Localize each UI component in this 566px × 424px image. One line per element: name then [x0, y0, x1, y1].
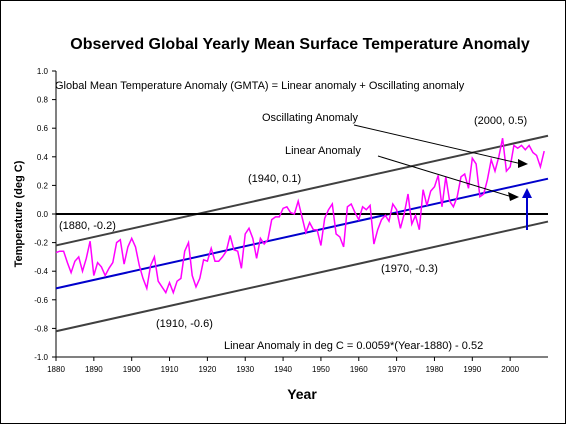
x-tick-label: 1980 [426, 365, 444, 374]
annotation-linear: Linear Anomaly [285, 145, 361, 157]
chart-title: Observed Global Yearly Mean Surface Temp… [70, 36, 530, 53]
x-axis-label: Year [287, 386, 317, 402]
x-tick-label: 1910 [161, 365, 179, 374]
arrowhead-linear [508, 192, 519, 201]
leader-linear [377, 155, 510, 197]
y-tick-label: 0.8 [37, 96, 49, 105]
lower-bound-line [55, 220, 549, 333]
upper-bound-line [55, 134, 549, 247]
arrowhead-oscillating [518, 159, 528, 168]
y-tick-label: 1.0 [37, 67, 49, 76]
reference-lines [55, 134, 549, 333]
x-tick-label: 1940 [274, 365, 292, 374]
arrowhead-blue [522, 188, 532, 198]
annotation-equation-bottom: Linear Anomaly in deg C = 0.0059*(Year-1… [224, 340, 483, 352]
annotation-oscillating: Oscillating Anomaly [262, 112, 358, 124]
y-tick-label: -1.0 [34, 353, 48, 362]
x-tick-label: 1950 [312, 365, 330, 374]
annotation-1970: (1970, -0.3) [381, 263, 438, 275]
x-tick-label: 1890 [85, 365, 103, 374]
annotations [353, 124, 532, 230]
y-tick-label: -0.2 [34, 239, 48, 248]
x-tick-label: 1920 [198, 365, 216, 374]
annotation-equation-top: Global Mean Temperature Anomaly (GMTA) =… [55, 80, 465, 92]
x-tick-label: 1990 [463, 365, 481, 374]
y-tick-label: 0.2 [37, 181, 49, 190]
y-tick-label: -0.6 [34, 296, 48, 305]
annotation-1940: (1940, 0.1) [248, 173, 301, 185]
x-tick-label: 1960 [350, 365, 368, 374]
series-observed-line [55, 138, 545, 295]
series-observed [55, 138, 545, 295]
y-axis-label: Temperature (deg C) [13, 160, 25, 267]
annotation-1910: (1910, -0.6) [156, 318, 213, 330]
y-tick-label: -0.8 [34, 324, 48, 333]
x-tick-label: 1880 [47, 365, 65, 374]
y-tick-label: 0.4 [37, 153, 49, 162]
x-tick-label: 1970 [388, 365, 406, 374]
y-tick-label: -0.4 [34, 267, 48, 276]
x-tick-label: 1930 [236, 365, 254, 374]
annotation-1880: (1880, -0.2) [59, 220, 116, 232]
linear-trend-line [55, 177, 549, 290]
x-tick-label: 1900 [123, 365, 141, 374]
y-tick-label: 0.0 [37, 210, 49, 219]
x-tick-label: 2000 [501, 365, 519, 374]
leader-oscillating [353, 124, 523, 165]
y-tick-label: 0.6 [37, 124, 49, 133]
annotation-2000: (2000, 0.5) [474, 115, 527, 127]
axes: -1.0 -0.8 -0.6 -0.4 -0.2 0.0 0.2 0.4 0.6 0.8 1.0 18… [34, 67, 548, 374]
